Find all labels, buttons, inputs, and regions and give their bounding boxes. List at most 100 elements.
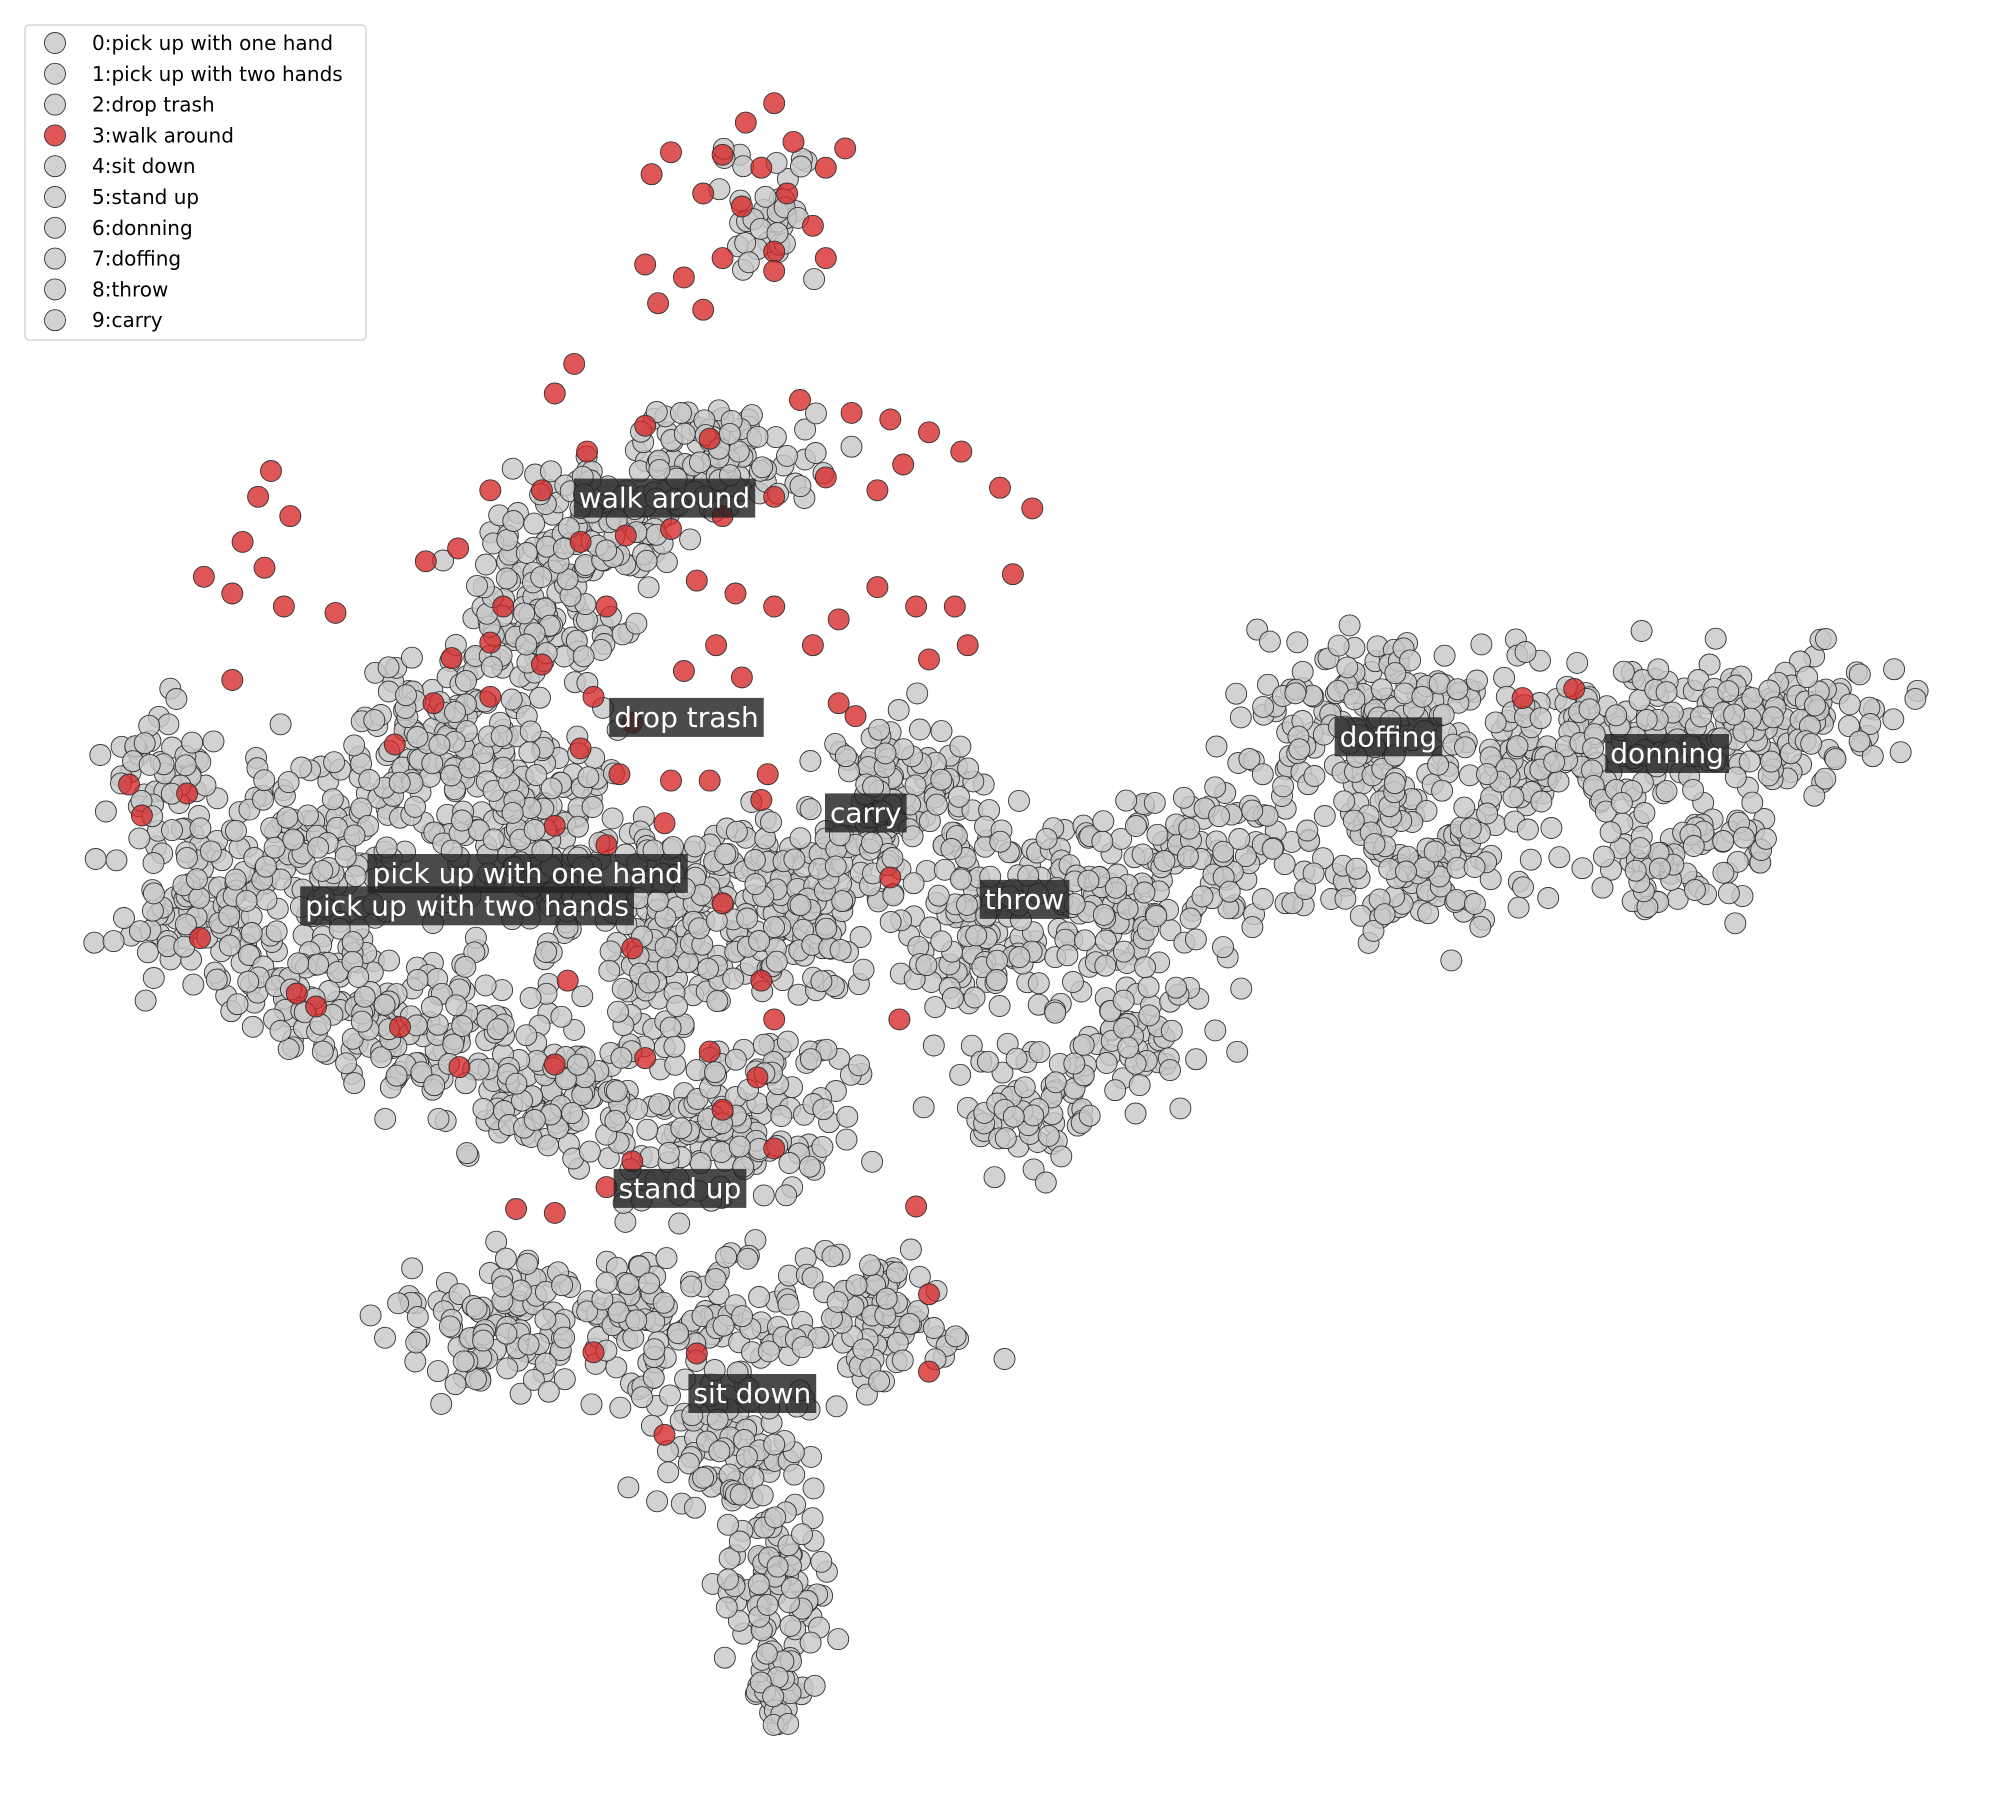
point-class3-80 — [285, 982, 308, 1005]
point-class3-111 — [479, 685, 502, 708]
legend-label-8: 8:throw — [92, 277, 168, 301]
point-other-8 — [136, 941, 159, 964]
point-other-1382 — [930, 930, 953, 953]
point-other-1156 — [829, 938, 852, 961]
point-other-2861 — [748, 1286, 771, 1308]
point-other-659 — [840, 435, 863, 458]
point-other-1338 — [1027, 972, 1050, 995]
point-other-1180 — [908, 718, 931, 741]
point-other-2098 — [1582, 737, 1605, 760]
point-other-2395 — [663, 1035, 686, 1058]
point-other-2868 — [617, 1273, 640, 1296]
point-other-3167 — [751, 1484, 774, 1507]
point-other-1435 — [1074, 929, 1096, 952]
point-other-97 — [105, 849, 128, 872]
point-other-2604 — [550, 1005, 573, 1028]
point-other-1628 — [1137, 976, 1160, 998]
point-other-2462 — [728, 1135, 751, 1158]
point-other-1561 — [1212, 936, 1234, 959]
legend-label-9: 9:carry — [92, 308, 163, 332]
point-class3-102 — [1563, 678, 1586, 700]
point-other-3382 — [1050, 1145, 1073, 1168]
point-other-2180 — [1882, 708, 1905, 731]
point-other-348 — [406, 726, 429, 748]
point-other-1508 — [1179, 907, 1202, 930]
point-other-2678 — [406, 968, 429, 991]
point-other-1498 — [1077, 869, 1100, 892]
point-other-1157 — [765, 950, 788, 973]
point-other-2076 — [1655, 780, 1678, 803]
point-class3-9 — [776, 182, 799, 205]
point-other-1923 — [1383, 772, 1406, 795]
point-other-2777 — [609, 1396, 632, 1419]
point-other-2994 — [868, 1370, 891, 1393]
point-other-2964 — [736, 1247, 759, 1270]
cluster-label-5: stand up — [613, 1168, 747, 1208]
point-other-1389 — [989, 830, 1012, 853]
point-class3-81 — [189, 927, 211, 950]
point-other-2662 — [442, 1033, 465, 1056]
point-other-1010 — [654, 936, 677, 959]
point-other-410 — [515, 542, 538, 564]
point-class3-83 — [118, 773, 140, 796]
point-other-1065 — [852, 958, 875, 981]
point-other-321 — [404, 795, 426, 818]
point-other-1902 — [1445, 888, 1468, 911]
point-other-1016 — [598, 959, 621, 982]
point-other-651 — [764, 426, 787, 449]
point-other-102 — [129, 920, 151, 943]
point-other-2772 — [534, 1308, 557, 1331]
point-other-698 — [766, 222, 789, 245]
point-other-3141 — [717, 1513, 739, 1536]
point-other-1629 — [1134, 956, 1157, 979]
point-class3-66 — [698, 769, 721, 792]
point-other-653 — [805, 402, 827, 425]
point-other-2211 — [1760, 750, 1783, 773]
point-other-819 — [428, 733, 451, 756]
point-other-1552 — [1241, 916, 1264, 939]
point-class3-84 — [176, 782, 199, 805]
point-other-2198 — [1883, 658, 1906, 681]
point-class3-58 — [705, 634, 728, 657]
point-other-1922 — [1302, 862, 1325, 885]
point-class3-42 — [814, 466, 837, 489]
point-class3-28 — [192, 565, 215, 588]
point-other-1405 — [1062, 971, 1084, 993]
point-other-2579 — [607, 1000, 629, 1023]
point-other-1640 — [1313, 805, 1336, 827]
cluster-label-text: stand up — [619, 1172, 742, 1205]
point-other-2679 — [445, 994, 468, 1017]
point-other-155 — [235, 889, 258, 912]
point-other-50 — [142, 967, 165, 989]
point-other-94 — [185, 868, 208, 891]
point-other-2437 — [848, 1054, 870, 1077]
point-class3-46 — [614, 524, 637, 547]
point-other-3203 — [755, 1642, 778, 1665]
point-other-1152 — [744, 873, 767, 896]
point-other-341 — [455, 670, 477, 692]
point-class3-120 — [711, 1098, 734, 1121]
point-other-2778 — [465, 1297, 488, 1320]
point-other-2888 — [553, 1326, 576, 1349]
point-other-1576 — [1212, 840, 1235, 863]
point-other-1380 — [956, 893, 978, 916]
point-class3-92 — [905, 595, 928, 618]
point-other-229 — [282, 828, 305, 851]
point-other-1917 — [1423, 840, 1446, 863]
point-other-1546 — [1228, 828, 1251, 850]
point-other-2036 — [1566, 651, 1589, 674]
point-other-3323 — [133, 732, 156, 755]
point-other-2194 — [1838, 693, 1861, 716]
point-other-3349 — [1028, 1041, 1051, 1064]
point-other-652 — [673, 422, 696, 445]
point-other-2670 — [420, 996, 443, 1018]
point-class3-25 — [253, 556, 276, 579]
point-other-2658 — [474, 974, 497, 997]
point-other-2741 — [496, 1357, 519, 1380]
point-other-616 — [804, 442, 827, 464]
point-other-2045 — [1516, 818, 1539, 841]
point-other-1578 — [1251, 888, 1274, 910]
point-other-2940 — [777, 1293, 800, 1316]
point-other-1767 — [1205, 735, 1228, 758]
point-other-98 — [102, 930, 125, 953]
